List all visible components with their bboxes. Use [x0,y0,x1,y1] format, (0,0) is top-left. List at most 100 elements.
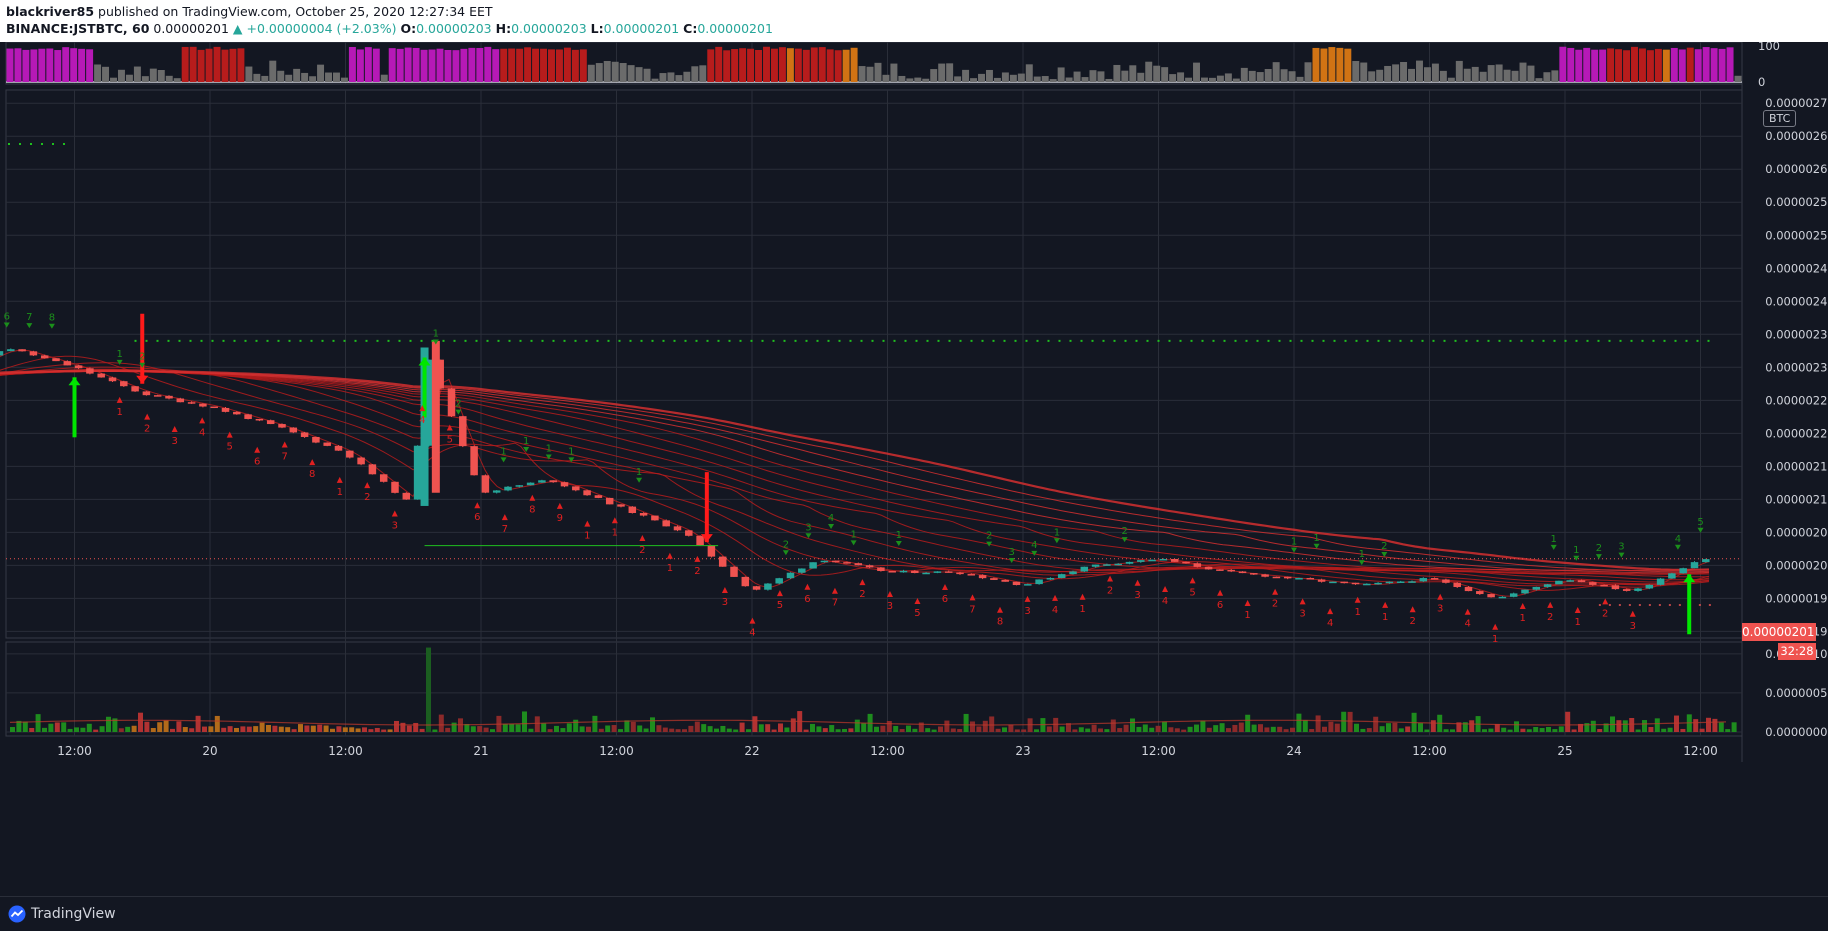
td-red-count: 3 [1024,606,1030,617]
volume-bar [842,728,847,732]
candle-body [628,506,637,513]
oscillator-bar [102,66,110,82]
td-green-count: 4 [1031,540,1037,551]
volume-bar [1398,728,1404,732]
candle-body [1295,578,1303,580]
oscillator-bar [858,66,866,82]
oscillator-bar [938,63,946,82]
volume-bar [1008,724,1014,732]
x-tick-label: 12:00 [1412,744,1447,758]
candle-body [831,560,840,563]
oscillator-bar [635,67,643,82]
oscillator-bar [1368,71,1376,82]
oscillator-bar [229,48,237,82]
td-green-marker [48,323,55,329]
volume-bar [944,720,950,732]
close-label: C: [683,21,698,36]
candle-body [210,406,218,409]
td-red-count: 3 [392,521,398,532]
oscillator-bar [1336,47,1344,82]
x-tick-label: 12:00 [1141,744,1176,758]
volume-bar [285,727,291,732]
volume-bar [176,721,182,732]
x-axis: 12:00 20 12:00 21 12:00 22 12:00 23 12:00 24 12:00… [57,42,1718,758]
oscillator-bar [1734,75,1742,82]
candle-body [1396,581,1405,583]
candle-body [707,545,716,557]
td-red-count: 2 [1547,612,1553,623]
oscillator-bar [770,48,778,82]
volume-bar [650,717,655,732]
volume-bar [1315,715,1321,732]
oscillator-bar [1089,70,1097,82]
footer: TradingView [0,896,1828,931]
tradingview-logo[interactable]: TradingView [8,905,116,923]
oscillator-bar [1105,78,1113,82]
volume-bar [1347,711,1353,732]
td-green-marker [805,533,812,539]
volume-bar [1725,729,1731,732]
candle-body [1498,596,1507,599]
oscillator-bar [866,66,874,82]
td-red-count: 6 [254,457,260,468]
oscillator-bar [340,77,348,82]
oscillator-bar [906,78,914,82]
candle-body [1645,584,1654,589]
x-tick-label: 23 [1015,744,1030,758]
candle-body [1283,576,1292,579]
publisher-name[interactable]: blackriver85 [6,4,95,19]
oscillator-bar [500,48,508,82]
chart-canvas[interactable]: 12:00 20 12:00 21 12:00 22 12:00 23 12:00 24 12:00… [0,42,1828,896]
oscillator-bar [1726,47,1734,82]
td-red-count: 4 [1327,618,1333,629]
oscillator-bar [1710,48,1718,82]
volume-bar [701,724,707,732]
td-red-marker [1519,602,1526,609]
volume-bar [784,727,790,732]
volume-bar [675,729,681,732]
volume-bar [144,721,150,732]
td-red-count: 3 [1299,608,1305,619]
candle-body [990,578,998,580]
currency-badge[interactable]: BTC [1763,110,1797,127]
volume-bar [112,718,118,732]
td-red-count: 8 [529,505,535,516]
volume-bar [912,728,918,732]
volume-bar [925,728,931,732]
td-red-count: 2 [1107,585,1113,596]
volume-bar [1123,724,1129,732]
spike-candle [431,340,440,493]
symbol-label[interactable]: BINANCE:JSTBTC, 60 [6,21,150,36]
candle-body [18,349,26,352]
oscillator-bar [30,49,38,82]
td-red-marker [721,587,728,594]
oscillator-bar [1280,69,1288,82]
oscillator-bar [380,74,388,82]
oscillator-bar [1256,72,1264,82]
candle-body [1543,584,1552,587]
volume-bar [566,723,572,732]
volume-bar [592,715,598,732]
candle-body [967,574,976,576]
td-red-count: 1 [337,487,343,498]
volume-bar [1373,716,1379,732]
td-green-count: 1 [500,446,506,457]
oscillator-bar [1718,48,1726,82]
oscillator-bar [1455,60,1463,82]
y-tick-label: 0.00000200 [1765,558,1828,572]
volume-bar [432,729,438,732]
candle-body [1385,581,1394,584]
candle-body [278,424,286,428]
oscillator-bar [1113,64,1121,82]
volume-bar [10,727,15,732]
td-green-count: 4 [1675,534,1681,545]
volume-bar [643,728,649,732]
candle-body [1374,582,1382,585]
td-red-count: 9 [557,513,563,524]
last-price: 0.00000201 [153,21,229,36]
candle-body [651,515,659,521]
candle-body [1351,582,1360,585]
y-tick-label: 0.00000260 [1765,162,1828,176]
volume-bar [765,724,771,732]
candle-body [1024,584,1032,586]
